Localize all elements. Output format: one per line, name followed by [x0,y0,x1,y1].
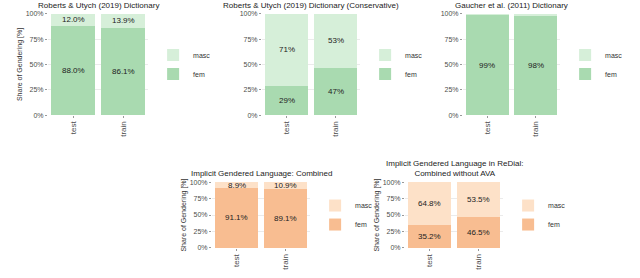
svg-text:13.9%: 13.9% [112,16,135,25]
svg-text:Gaucher et al. (2011) Dictiona: Gaucher et al. (2011) Dictionary [455,1,568,10]
svg-text:test: test [425,253,434,267]
svg-text:train: train [331,121,340,137]
svg-text:25%: 25% [387,228,401,235]
svg-text:89.1%: 89.1% [274,214,297,223]
svg-text:86.1%: 86.1% [112,67,135,76]
svg-text:Implicit Gendered Language in: Implicit Gendered Language in ReDial:Com… [386,159,523,178]
svg-text:100%: 100% [190,179,208,186]
svg-text:0%: 0% [33,112,43,119]
svg-text:Roberts & Utych (2019) Diction: Roberts & Utych (2019) Dictionary (Conse… [223,1,399,10]
svg-text:fem: fem [405,71,417,78]
svg-text:fem: fem [548,221,560,228]
svg-text:Share of Gendering [%]: Share of Gendering [%] [16,28,24,101]
svg-text:0%: 0% [390,244,400,251]
svg-text:test: test [483,121,492,135]
svg-text:fem: fem [193,71,205,78]
svg-text:50%: 50% [445,61,459,68]
svg-text:91.1%: 91.1% [225,213,248,222]
svg-text:12.0%: 12.0% [62,15,85,24]
svg-text:masc: masc [605,52,622,59]
svg-text:train: train [531,121,540,137]
svg-text:75%: 75% [30,36,44,43]
svg-text:train: train [474,254,483,270]
svg-text:71%: 71% [279,45,295,54]
svg-text:99%: 99% [479,61,495,70]
svg-text:masc: masc [405,52,422,59]
svg-text:Share of Gendering [%]: Share of Gendering [%] [180,178,188,251]
svg-text:0%: 0% [247,112,257,119]
svg-text:fem: fem [355,221,367,228]
svg-text:Roberts & Utych (2019) Diction: Roberts & Utych (2019) Dictionary [38,1,159,10]
svg-text:25%: 25% [194,228,208,235]
svg-text:test: test [232,253,241,267]
svg-text:53%: 53% [328,36,344,45]
svg-text:Implicit Gendered Language: Co: Implicit Gendered Language: Combined [191,169,332,178]
svg-text:train: train [119,121,128,137]
svg-text:0%: 0% [197,244,207,251]
svg-text:25%: 25% [30,86,44,93]
svg-text:test: test [69,121,78,135]
svg-text:88.0%: 88.0% [62,66,85,75]
svg-text:Share of Gendering [%]: Share of Gendering [%] [373,178,381,251]
svg-text:50%: 50% [387,211,401,218]
svg-text:75%: 75% [445,36,459,43]
svg-text:100%: 100% [383,179,401,186]
svg-text:10.9%: 10.9% [274,181,297,190]
svg-text:train: train [281,254,290,270]
svg-text:25%: 25% [244,86,258,93]
svg-text:75%: 75% [244,36,258,43]
svg-text:50%: 50% [30,61,44,68]
svg-text:25%: 25% [445,86,459,93]
svg-text:masc: masc [548,202,565,209]
svg-text:100%: 100% [26,10,44,17]
svg-text:100%: 100% [441,10,459,17]
svg-text:29%: 29% [279,96,295,105]
svg-text:35.2%: 35.2% [418,232,441,241]
svg-text:masc: masc [355,202,372,209]
svg-text:50%: 50% [194,211,208,218]
svg-text:64.8%: 64.8% [418,199,441,208]
svg-text:0%: 0% [448,112,458,119]
svg-text:100%: 100% [240,10,258,17]
svg-text:46.5%: 46.5% [467,228,490,237]
svg-text:75%: 75% [194,195,208,202]
svg-text:98%: 98% [528,61,544,70]
svg-text:8.9%: 8.9% [228,181,246,190]
svg-text:75%: 75% [387,195,401,202]
svg-text:fem: fem [605,71,617,78]
svg-text:53.5%: 53.5% [467,195,490,204]
svg-text:47%: 47% [328,87,344,96]
svg-text:masc: masc [193,52,210,59]
svg-text:test: test [282,121,291,135]
svg-text:50%: 50% [244,61,258,68]
